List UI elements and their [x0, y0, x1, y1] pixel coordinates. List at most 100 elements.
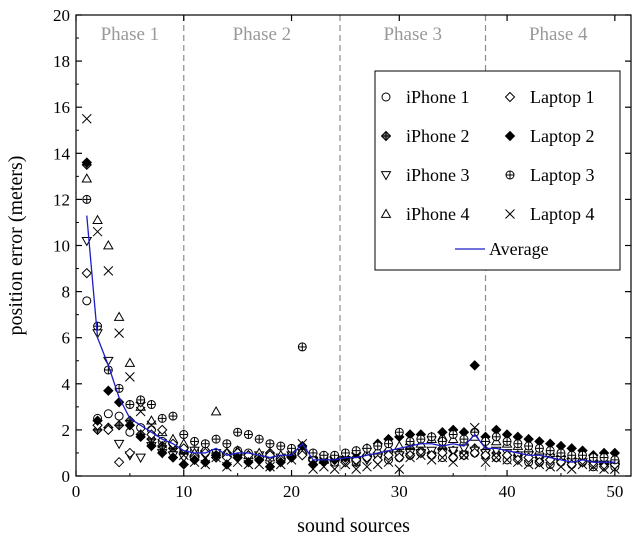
data-point — [243, 456, 254, 468]
data-point — [567, 450, 577, 460]
data-point — [513, 439, 523, 449]
data-point — [92, 214, 103, 225]
data-point — [297, 440, 308, 452]
data-point — [523, 459, 534, 470]
phase-label: Phase 1 — [101, 24, 160, 45]
data-point — [146, 415, 157, 425]
legend-marker — [380, 130, 392, 142]
legend-label: iPhone 1 — [406, 87, 470, 107]
phase-regions: Phase 1 Phase 2 Phase 3 Phase 4 — [101, 15, 588, 476]
data-point — [340, 448, 350, 458]
x-tick-label: 40 — [499, 482, 516, 501]
data-point — [222, 439, 232, 449]
data-point — [103, 385, 114, 396]
data-point — [598, 461, 610, 472]
data-point — [491, 432, 501, 442]
legend-marker — [505, 170, 515, 180]
data-point — [210, 405, 222, 416]
data-point — [447, 446, 459, 457]
data-point — [135, 453, 147, 464]
legend-item: Average — [455, 239, 549, 259]
data-point — [136, 395, 146, 405]
data-point — [502, 455, 512, 465]
phase-label: Phase 3 — [383, 24, 442, 45]
data-point — [233, 427, 243, 437]
data-point — [243, 459, 254, 470]
legend-label: iPhone 3 — [406, 165, 470, 185]
legend-box — [374, 70, 621, 271]
data-point — [190, 436, 200, 446]
data-point — [146, 400, 156, 410]
series-laptop-4 — [81, 113, 620, 474]
data-point — [578, 450, 588, 460]
data-point — [297, 450, 308, 461]
data-point — [394, 427, 404, 437]
x-tick-label: 20 — [283, 482, 300, 501]
data-point — [254, 434, 264, 444]
y-tick-label: 20 — [53, 6, 70, 25]
data-point — [103, 424, 114, 436]
data-point — [416, 450, 426, 461]
data-point — [599, 464, 609, 474]
data-point — [599, 453, 609, 463]
data-point — [114, 411, 124, 421]
data-point — [383, 450, 394, 461]
data-point — [167, 452, 179, 463]
data-point — [534, 456, 545, 468]
phase-label: Phase 4 — [529, 24, 588, 45]
data-point — [124, 357, 136, 367]
legend-label: Average — [489, 239, 549, 259]
data-point — [146, 429, 157, 440]
data-point — [125, 400, 135, 410]
data-point — [210, 450, 222, 461]
data-point — [469, 447, 480, 459]
data-point — [534, 459, 545, 470]
legend-item: Laptop 4 — [505, 204, 595, 224]
x-axis-label: sound sources — [297, 515, 410, 537]
data-point — [524, 441, 534, 451]
data-point — [588, 461, 599, 472]
data-point — [275, 456, 286, 468]
data-point — [351, 446, 361, 456]
data-point — [265, 461, 275, 472]
data-point — [545, 446, 555, 456]
data-point — [556, 448, 566, 458]
data-point — [459, 434, 469, 444]
data-point — [113, 311, 125, 321]
data-series — [81, 113, 621, 474]
data-point — [427, 432, 437, 442]
legend-item: iPhone 4 — [380, 204, 470, 224]
data-point — [125, 372, 135, 382]
data-point — [124, 447, 136, 459]
data-point — [232, 457, 243, 468]
data-point — [135, 431, 146, 443]
data-point — [512, 457, 523, 468]
data-point — [157, 424, 168, 436]
legend-item: iPhone 2 — [380, 126, 470, 146]
legend-marker — [380, 171, 392, 181]
data-point — [275, 459, 286, 470]
data-point — [448, 457, 459, 468]
data-point — [502, 436, 512, 446]
data-point — [577, 459, 588, 470]
data-point — [113, 397, 125, 408]
data-point — [319, 461, 329, 472]
data-point — [276, 441, 286, 451]
data-point — [178, 459, 189, 470]
data-point — [82, 194, 92, 204]
data-point — [469, 422, 480, 433]
y-tick-label: 18 — [53, 52, 70, 71]
data-point — [437, 452, 448, 463]
y-axis-label: position error (meters) — [5, 156, 27, 336]
data-point — [405, 452, 415, 463]
data-point — [200, 439, 210, 449]
series-line-average — [86, 215, 615, 463]
data-point — [93, 321, 103, 331]
data-point — [92, 226, 103, 237]
legend-marker — [381, 92, 391, 102]
data-point — [146, 420, 157, 431]
data-point — [566, 464, 577, 474]
data-point — [102, 239, 114, 250]
data-point — [243, 430, 253, 440]
data-point — [405, 436, 415, 446]
